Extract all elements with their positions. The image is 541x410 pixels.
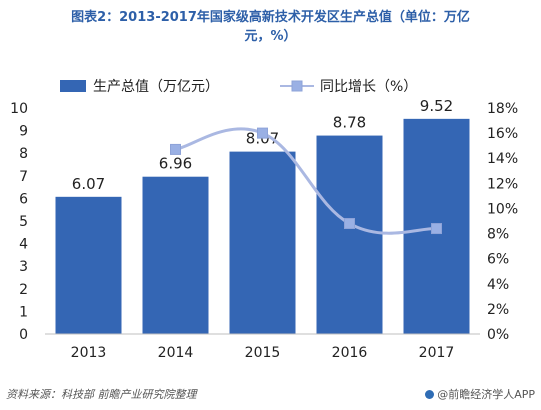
legend-line-label: 同比增长（%） bbox=[320, 79, 417, 95]
left-axis-tick-label: 4 bbox=[19, 237, 28, 253]
bar-value-label: 9.52 bbox=[420, 97, 453, 115]
left-axis-tick-label: 2 bbox=[19, 282, 28, 298]
growth-marker-2016 bbox=[344, 218, 355, 230]
left-axis-tick-label: 7 bbox=[19, 169, 28, 185]
right-axis-tick-label: 6% bbox=[487, 252, 509, 268]
left-axis-tick-label: 8 bbox=[19, 146, 28, 162]
left-axis-tick-label: 6 bbox=[19, 191, 28, 207]
legend-bar-label: 生产总值（万亿元） bbox=[93, 79, 219, 95]
bar-2016 bbox=[316, 135, 383, 334]
left-axis-tick-label: 3 bbox=[19, 259, 28, 275]
bar-value-label: 8.07 bbox=[246, 130, 279, 148]
left-axis-tick-label: 5 bbox=[19, 214, 28, 230]
brand-credit: @前瞻经济学人APP bbox=[425, 386, 535, 402]
x-axis-tick-label: 2016 bbox=[332, 345, 368, 361]
x-axis-tick-label: 2014 bbox=[158, 345, 194, 361]
left-axis-tick-label: 0 bbox=[19, 327, 28, 343]
x-axis-tick-label: 2013 bbox=[71, 345, 107, 361]
bar-2013 bbox=[55, 196, 122, 334]
right-axis-tick-label: 18% bbox=[487, 101, 518, 117]
bar-2015 bbox=[229, 151, 296, 334]
chart-title-line-1: 图表2：2013-2017年国家级高新技术开发区生产总值（单位：万亿 bbox=[71, 10, 470, 25]
bar-2014 bbox=[142, 176, 209, 334]
bar-value-label: 8.78 bbox=[333, 114, 366, 132]
right-axis-tick-label: 4% bbox=[487, 277, 509, 293]
legend-bar-swatch bbox=[60, 80, 86, 92]
left-axis-tick-label: 1 bbox=[19, 304, 28, 320]
left-axis-tick-label: 9 bbox=[19, 124, 28, 140]
right-axis-tick-label: 8% bbox=[487, 227, 509, 243]
growth-marker-2017 bbox=[431, 223, 442, 235]
left-axis-tick-label: 10 bbox=[10, 101, 28, 117]
x-axis-tick-label: 2015 bbox=[245, 345, 281, 361]
legend-line-marker bbox=[291, 80, 303, 92]
right-axis-tick-label: 12% bbox=[487, 176, 518, 192]
growth-line-series bbox=[175, 127, 437, 235]
x-axis-tick-label: 2017 bbox=[419, 345, 455, 361]
right-axis-tick-label: 2% bbox=[487, 302, 509, 318]
brand-text: @前瞻经济学人APP bbox=[437, 388, 535, 401]
right-axis-tick-label: 16% bbox=[487, 126, 518, 142]
chart-title: 图表2：2013-2017年国家级高新技术开发区生产总值（单位：万亿 元，%） bbox=[0, 8, 541, 46]
growth-marker-2014 bbox=[170, 143, 181, 155]
right-axis-tick-label: 14% bbox=[487, 151, 518, 167]
right-axis-tick-label: 10% bbox=[487, 201, 518, 217]
growth-marker-2015 bbox=[257, 127, 268, 139]
source-note: 资料来源：科技部 前瞻产业研究院整理 bbox=[6, 388, 197, 401]
brand-logo-icon bbox=[425, 390, 435, 399]
bar-value-label: 6.07 bbox=[72, 175, 105, 193]
bar-value-label: 6.96 bbox=[159, 155, 192, 173]
chart-title-line-2: 元，%） bbox=[244, 29, 297, 44]
right-axis-tick-label: 0% bbox=[487, 327, 509, 343]
